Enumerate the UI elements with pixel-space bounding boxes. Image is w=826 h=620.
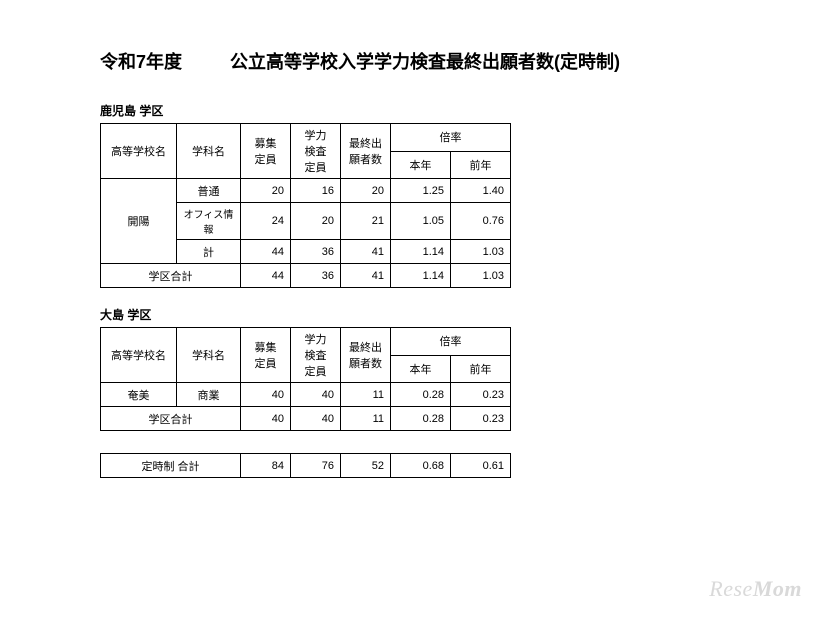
cell-rate: 0.68 (391, 454, 451, 478)
th-applicants: 最終出願者数 (341, 328, 391, 383)
watermark-logo: ReseMom (709, 576, 802, 602)
cell-grand-label: 定時制 合計 (101, 454, 241, 478)
cell-rate: 1.14 (391, 264, 451, 288)
cell-app: 41 (341, 240, 391, 264)
cell-prev: 1.40 (451, 179, 511, 203)
district-label: 鹿児島 学区 (100, 102, 726, 119)
cell-prev: 0.23 (451, 407, 511, 431)
cell-app: 41 (341, 264, 391, 288)
th-rate-prev: 前年 (451, 355, 511, 383)
cell-school: 開陽 (101, 179, 177, 264)
th-exam-capacity: 学力検査定員 (291, 328, 341, 383)
th-school: 高等学校名 (101, 328, 177, 383)
table-row-grand: 定時制 合計 84 76 52 0.68 0.61 (101, 454, 511, 478)
cell-dept: オフィス情報 (177, 203, 241, 240)
cell-exam: 40 (291, 407, 341, 431)
cell-app: 11 (341, 407, 391, 431)
cell-cap: 40 (241, 407, 291, 431)
cell-exam: 76 (291, 454, 341, 478)
cell-prev: 0.23 (451, 383, 511, 407)
cell-exam: 16 (291, 179, 341, 203)
district-table: 高等学校名 学科名 募集定員 学力検査定員 最終出願者数 倍率 本年 前年 奄美… (100, 327, 511, 431)
cell-app: 11 (341, 383, 391, 407)
watermark-left: Rese (709, 576, 753, 601)
th-rate-this: 本年 (391, 151, 451, 179)
table-row: 開陽 普通 20 16 20 1.25 1.40 (101, 179, 511, 203)
cell-prev: 1.03 (451, 264, 511, 288)
cell-dept: 普通 (177, 179, 241, 203)
cell-prev: 0.76 (451, 203, 511, 240)
page-title-row: 令和7年度 公立高等学校入学学力検査最終出願者数(定時制) (100, 48, 726, 74)
cell-dept: 計 (177, 240, 241, 264)
cell-dept: 商業 (177, 383, 241, 407)
cell-rate: 0.28 (391, 383, 451, 407)
th-dept: 学科名 (177, 124, 241, 179)
th-exam-capacity: 学力検査定員 (291, 124, 341, 179)
cell-rate: 1.05 (391, 203, 451, 240)
th-rate-group: 倍率 (391, 124, 511, 152)
district-table: 高等学校名 学科名 募集定員 学力検査定員 最終出願者数 倍率 本年 前年 開陽… (100, 123, 511, 288)
table-row-total: 学区合計 40 40 11 0.28 0.23 (101, 407, 511, 431)
cell-cap: 20 (241, 179, 291, 203)
cell-cap: 24 (241, 203, 291, 240)
th-dept: 学科名 (177, 328, 241, 383)
cell-app: 20 (341, 179, 391, 203)
cell-rate: 0.28 (391, 407, 451, 431)
cell-school: 奄美 (101, 383, 177, 407)
th-school: 高等学校名 (101, 124, 177, 179)
cell-exam: 36 (291, 264, 341, 288)
th-capacity: 募集定員 (241, 124, 291, 179)
th-rate-group: 倍率 (391, 328, 511, 356)
cell-total-label: 学区合計 (101, 407, 241, 431)
table-row: 奄美 商業 40 40 11 0.28 0.23 (101, 383, 511, 407)
cell-cap: 84 (241, 454, 291, 478)
cell-rate: 1.25 (391, 179, 451, 203)
cell-prev: 0.61 (451, 454, 511, 478)
title-main: 公立高等学校入学学力検査最終出願者数(定時制) (230, 48, 620, 74)
cell-total-label: 学区合計 (101, 264, 241, 288)
watermark-right: Mom (753, 576, 802, 601)
cell-cap: 44 (241, 264, 291, 288)
cell-cap: 44 (241, 240, 291, 264)
cell-cap: 40 (241, 383, 291, 407)
grand-total-table: 定時制 合計 84 76 52 0.68 0.61 (100, 453, 511, 478)
table-row-total: 学区合計 44 36 41 1.14 1.03 (101, 264, 511, 288)
cell-prev: 1.03 (451, 240, 511, 264)
cell-exam: 20 (291, 203, 341, 240)
cell-exam: 40 (291, 383, 341, 407)
th-rate-prev: 前年 (451, 151, 511, 179)
th-applicants: 最終出願者数 (341, 124, 391, 179)
title-year: 令和7年度 (100, 48, 182, 74)
cell-exam: 36 (291, 240, 341, 264)
cell-app: 52 (341, 454, 391, 478)
cell-rate: 1.14 (391, 240, 451, 264)
cell-app: 21 (341, 203, 391, 240)
th-rate-this: 本年 (391, 355, 451, 383)
district-label: 大島 学区 (100, 306, 726, 323)
th-capacity: 募集定員 (241, 328, 291, 383)
